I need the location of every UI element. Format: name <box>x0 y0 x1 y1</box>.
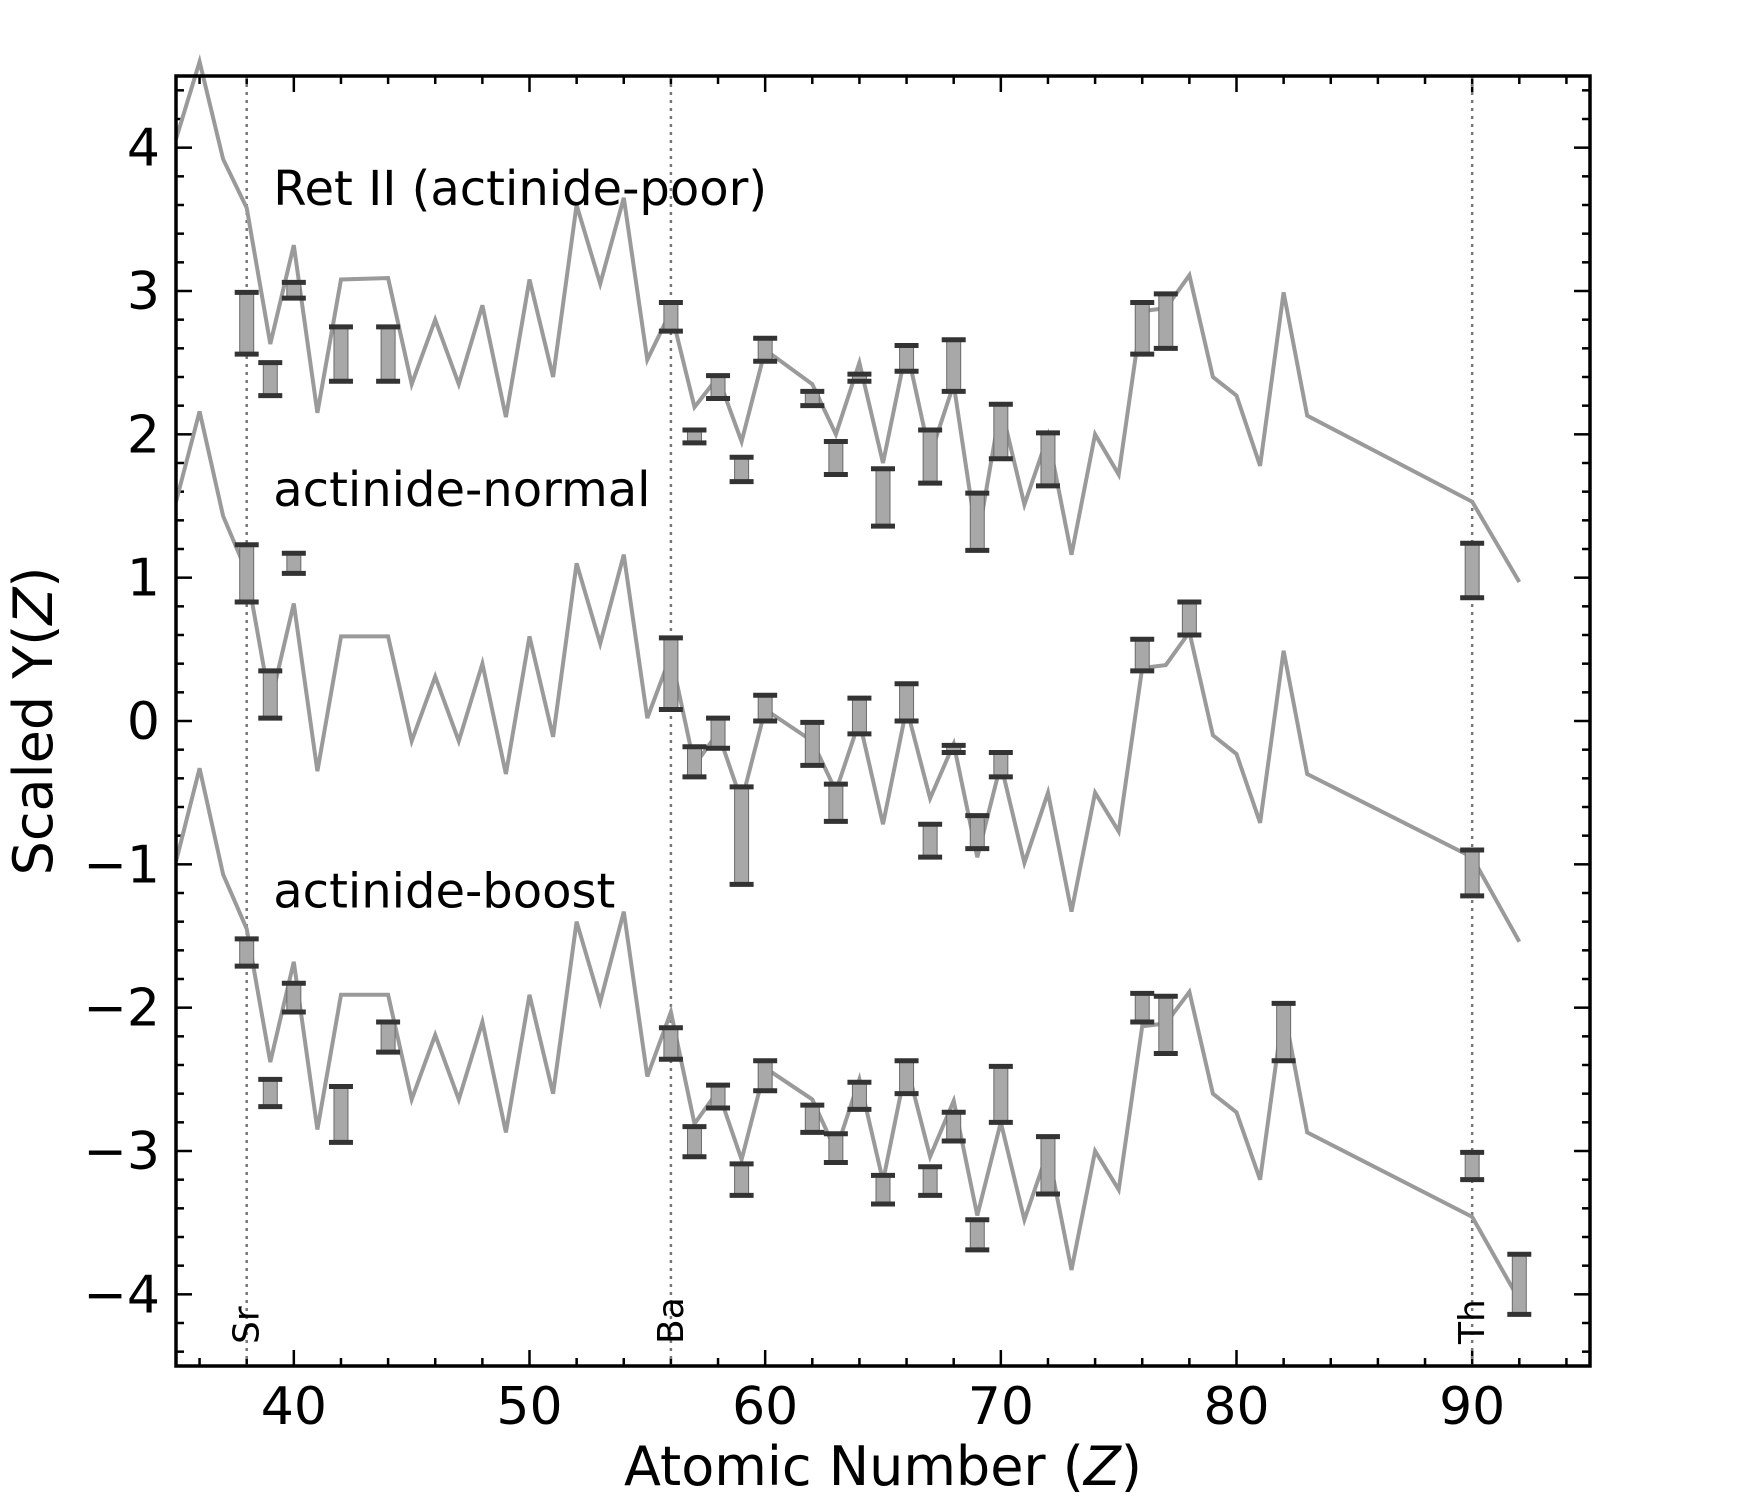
obs-ret2-bar <box>993 403 1009 460</box>
x-tick-label: 60 <box>732 1377 798 1437</box>
obs-ret2-bar <box>262 362 278 397</box>
y-tick-label: −4 <box>83 1265 160 1325</box>
x-tick-label: 90 <box>1439 1377 1505 1437</box>
obs-boost-bar <box>804 1104 820 1133</box>
obs-ret2-bar <box>757 337 773 362</box>
y-axis-title-end: ) <box>2 567 65 588</box>
x-axis-title-end: ) <box>1121 1435 1142 1498</box>
obs-boost-bar <box>946 1111 962 1142</box>
y-axis-title: Scaled Y(Z) <box>2 567 65 876</box>
y-tick-label: 4 <box>127 119 160 179</box>
obs-normal-bar <box>734 786 750 885</box>
reference-line-label: Sr <box>227 1306 268 1344</box>
y-tick-label: −3 <box>83 1122 160 1182</box>
obs-boost-bar <box>969 1219 985 1251</box>
obs-boost-bar <box>286 982 302 1013</box>
obs-boost-bar <box>262 1078 278 1108</box>
model-line <box>174 767 1522 1302</box>
y-tick-label: 3 <box>127 262 160 322</box>
obs-ret2-bar <box>333 326 349 382</box>
obs-ret2-bar <box>710 375 726 400</box>
obs-ret2-bar <box>828 441 844 475</box>
y-tick-label: 0 <box>127 692 160 752</box>
obs-normal-bar <box>804 721 820 766</box>
x-axis-title-var: Z <box>1082 1435 1122 1498</box>
y-tick-label: −1 <box>83 835 160 895</box>
obs-boost-bar <box>851 1081 867 1110</box>
obs-boost-bar <box>1040 1136 1056 1195</box>
reference-line-label: Th <box>1452 1299 1493 1345</box>
obs-boost-bar <box>333 1086 349 1143</box>
obs-normal-bar <box>757 694 773 722</box>
obs-ret2-bar <box>663 301 679 332</box>
series-labels: Ret II (actinide-poor) actinide-normal act… <box>273 161 767 919</box>
obs-boost-bar <box>1134 992 1150 1023</box>
x-tick-label: 50 <box>496 1377 562 1437</box>
series-label: Ret II (actinide-poor) <box>273 161 767 217</box>
y-axis-title-main: Scaled Y( <box>2 625 65 876</box>
obs-normal-bar <box>922 823 938 858</box>
obs-normal-bar <box>851 697 867 735</box>
obs-boost-bar <box>757 1060 773 1092</box>
observation-bars <box>234 279 1532 1317</box>
obs-boost-bar <box>380 1021 396 1053</box>
x-tick-label: 80 <box>1203 1377 1269 1437</box>
obs-normal-bar <box>1134 638 1150 672</box>
obs-ret2-bar <box>1158 293 1174 349</box>
plot-frame <box>174 74 1592 1368</box>
obs-boost-bar <box>875 1174 891 1205</box>
y-axis-title-var: Z <box>2 587 65 627</box>
obs-normal-bar <box>262 670 278 719</box>
x-axis-title: Atomic Number (Z) <box>624 1435 1142 1498</box>
reference-line-label: Ba <box>651 1297 692 1344</box>
obs-boost-bar <box>828 1133 844 1163</box>
obs-boost-bar <box>993 1065 1009 1123</box>
obs-boost-bar <box>686 1126 702 1158</box>
obs-boost-bar <box>663 1027 679 1060</box>
obs-ret2-bar <box>1040 432 1056 487</box>
x-tick-label: 70 <box>968 1377 1034 1437</box>
obs-boost-bar <box>922 1166 938 1196</box>
obs-ret2-bar <box>922 429 938 484</box>
obs-ret2-bar <box>380 326 396 382</box>
obs-normal-bar <box>663 637 679 711</box>
obs-boost-bar <box>1464 1151 1480 1181</box>
x-axis-title-main: Atomic Number ( <box>624 1435 1084 1498</box>
obs-normal-bar <box>239 544 255 603</box>
series-label: actinide-normal <box>273 462 650 518</box>
obs-normal-bar <box>710 717 726 749</box>
obs-normal-bar <box>1464 849 1480 897</box>
obs-normal-bar <box>1181 601 1197 636</box>
model-lines <box>174 54 1522 1302</box>
obs-normal-bar <box>969 815 985 850</box>
obs-normal-bar <box>286 552 302 574</box>
obs-ret2-bar <box>969 492 985 551</box>
obs-boost-bar <box>1276 1002 1292 1062</box>
tick-labels: 40 50 60 70 80 90 4 3 2 1 0 −1 −2 −3 −4 <box>83 119 1505 1437</box>
obs-boost-bar <box>734 1163 750 1196</box>
x-tick-label: 40 <box>261 1377 327 1437</box>
obs-ret2-bar <box>1464 542 1480 599</box>
y-tick-label: 1 <box>127 549 160 609</box>
obs-ret2-bar <box>899 344 915 372</box>
obs-normal-bar <box>899 683 915 722</box>
obs-normal-bar <box>686 746 702 778</box>
obs-ret2-bar <box>734 456 750 483</box>
obs-ret2-bar <box>875 468 891 527</box>
obs-ret2-bar <box>239 291 255 355</box>
obs-ret2-bar <box>1134 301 1150 355</box>
obs-boost-bar <box>239 938 255 967</box>
obs-normal-bar <box>993 752 1009 778</box>
y-tick-label: −2 <box>83 979 160 1039</box>
obs-ret2-bar <box>946 339 962 392</box>
y-tick-label: 2 <box>127 405 160 465</box>
series-label: actinide-boost <box>273 863 615 919</box>
obs-boost-bar <box>1158 995 1174 1055</box>
obs-boost-bar <box>710 1084 726 1109</box>
obs-boost-bar <box>899 1060 915 1095</box>
obs-normal-bar <box>828 783 844 822</box>
obs-boost-bar <box>1511 1253 1527 1315</box>
